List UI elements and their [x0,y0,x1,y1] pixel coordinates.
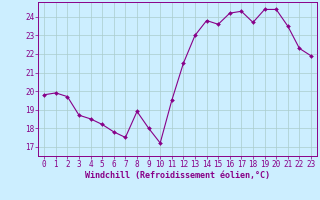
X-axis label: Windchill (Refroidissement éolien,°C): Windchill (Refroidissement éolien,°C) [85,171,270,180]
